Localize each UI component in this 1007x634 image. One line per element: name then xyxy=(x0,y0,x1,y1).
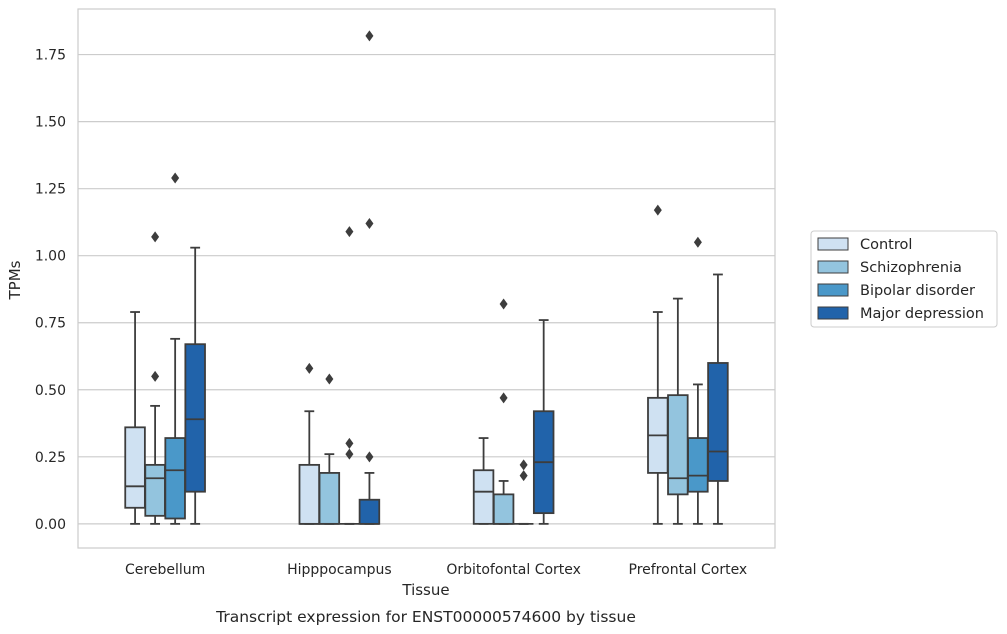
legend-swatch xyxy=(817,306,849,320)
y-tick-label: 1.00 xyxy=(35,249,66,265)
outlier-marker xyxy=(365,218,374,230)
box-body xyxy=(707,362,729,482)
outlier-marker xyxy=(499,298,508,310)
box-control xyxy=(472,437,495,525)
plot-frame xyxy=(77,8,776,549)
box-series xyxy=(124,30,729,525)
outlier-marker xyxy=(499,392,508,404)
outlier-marker xyxy=(305,362,314,374)
box-major-depression xyxy=(532,319,555,525)
y-tick-label: 0.25 xyxy=(35,450,66,466)
box-bipolar-disorder xyxy=(339,226,360,525)
x-tick-label: Orbitofontal Cortex xyxy=(446,562,581,578)
legend-label: Bipolar disorder xyxy=(860,283,975,299)
outlier-marker xyxy=(365,451,374,463)
outlier-marker xyxy=(653,204,662,216)
y-tick-label: 1.25 xyxy=(35,182,66,198)
box-bipolar-disorder xyxy=(513,459,534,525)
outlier-marker xyxy=(345,226,354,238)
box-body xyxy=(472,469,495,525)
box-schizophrenia xyxy=(667,297,689,525)
outlier-marker xyxy=(365,30,374,42)
x-axis-ticks: Cerebellum Hipppocampus Orbitofontal Corte… xyxy=(125,562,747,578)
box-body xyxy=(687,437,709,493)
box-major-depression xyxy=(184,246,206,525)
box-bipolar-disorder xyxy=(164,172,186,525)
box-schizophrenia xyxy=(492,298,515,525)
box-major-depression xyxy=(358,30,381,525)
box-body xyxy=(358,498,381,525)
box-body xyxy=(184,343,206,493)
legend-label: Control xyxy=(860,237,912,253)
box-body xyxy=(164,437,186,520)
legend-label: Schizophrenia xyxy=(860,260,962,276)
x-axis-label: Tissue xyxy=(401,581,449,599)
y-tick-label: 0.75 xyxy=(35,316,66,332)
x-tick-label: Prefrontal Cortex xyxy=(629,562,748,578)
y-axis-ticks: 0.00 0.25 0.50 0.75 1.00 1.25 1.50 1.75 xyxy=(35,48,66,533)
box-body xyxy=(492,493,515,525)
box-control xyxy=(647,204,669,525)
legend-swatch xyxy=(817,283,849,297)
legend: Control Schizophrenia Bipolar disorder Majo… xyxy=(810,230,998,328)
box-body xyxy=(144,463,166,517)
box-schizophrenia xyxy=(318,373,341,525)
box-bipolar-disorder xyxy=(687,236,709,525)
outlier-marker xyxy=(151,231,160,243)
y-axis-label: TPMs xyxy=(6,260,24,300)
box-major-depression xyxy=(707,273,729,525)
box-schizophrenia xyxy=(144,231,166,525)
box-body xyxy=(318,472,341,525)
outlier-marker xyxy=(519,459,528,471)
outlier-marker xyxy=(345,437,354,449)
legend-swatch xyxy=(817,237,849,251)
y-tick-label: 0.00 xyxy=(35,517,66,533)
legend-label: Major depression xyxy=(860,306,984,322)
outlier-marker xyxy=(171,172,180,184)
outlier-marker xyxy=(519,470,528,482)
outlier-marker xyxy=(345,448,354,460)
x-tick-label: Hipppocampus xyxy=(287,562,392,578)
box-body xyxy=(298,463,321,525)
box-body xyxy=(667,394,689,496)
chart-caption: Transcript expression for ENST0000057460… xyxy=(215,608,636,626)
y-tick-label: 1.75 xyxy=(35,48,66,64)
outlier-marker xyxy=(325,373,334,385)
box-body xyxy=(124,426,146,509)
box-control xyxy=(124,311,146,525)
x-tick-label: Cerebellum xyxy=(125,562,205,578)
outlier-marker xyxy=(151,370,160,382)
y-tick-label: 0.50 xyxy=(35,383,66,399)
legend-swatch xyxy=(817,260,849,274)
legend-frame xyxy=(810,230,998,328)
y-tick-label: 1.50 xyxy=(35,115,66,131)
outlier-marker xyxy=(693,236,702,248)
box-control xyxy=(298,362,321,525)
